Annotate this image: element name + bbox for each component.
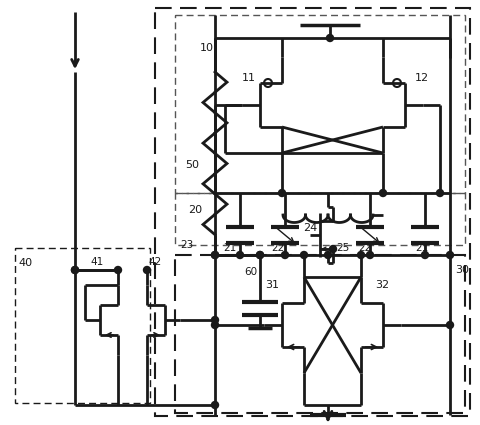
Circle shape — [446, 252, 454, 258]
Circle shape — [256, 252, 264, 258]
Text: 31: 31 — [265, 280, 279, 290]
Text: 22: 22 — [359, 243, 372, 253]
Text: 21: 21 — [223, 243, 237, 253]
Circle shape — [115, 266, 121, 274]
Circle shape — [380, 190, 386, 196]
Circle shape — [212, 402, 218, 408]
Circle shape — [72, 266, 79, 274]
Text: 41: 41 — [90, 257, 103, 267]
Text: 21: 21 — [415, 243, 429, 253]
Circle shape — [446, 321, 454, 329]
Text: 12: 12 — [415, 73, 429, 83]
Circle shape — [212, 252, 218, 258]
Circle shape — [212, 252, 218, 258]
Text: 42: 42 — [148, 257, 161, 267]
Circle shape — [326, 34, 334, 42]
Bar — [175, 193, 465, 245]
Circle shape — [324, 252, 332, 258]
Text: 25: 25 — [336, 243, 349, 253]
Text: 24: 24 — [303, 223, 317, 233]
Text: 22: 22 — [271, 243, 285, 253]
Circle shape — [212, 321, 218, 329]
Circle shape — [278, 190, 286, 196]
Bar — [155, 8, 470, 416]
Text: 50: 50 — [185, 160, 199, 170]
Circle shape — [212, 317, 218, 323]
Circle shape — [281, 252, 288, 258]
Circle shape — [256, 252, 264, 258]
Circle shape — [358, 252, 364, 258]
Circle shape — [144, 266, 151, 274]
Text: 40: 40 — [18, 258, 32, 268]
Circle shape — [72, 266, 79, 274]
Circle shape — [237, 252, 243, 258]
Circle shape — [421, 252, 429, 258]
Text: 10: 10 — [200, 43, 214, 53]
Bar — [175, 255, 465, 413]
Bar — [175, 15, 465, 193]
Bar — [15, 248, 150, 403]
Circle shape — [367, 252, 373, 258]
Text: 20: 20 — [188, 205, 202, 215]
Circle shape — [300, 252, 308, 258]
Text: 32: 32 — [375, 280, 389, 290]
Circle shape — [436, 190, 444, 196]
Text: 23: 23 — [180, 240, 193, 250]
Text: 60: 60 — [244, 267, 257, 277]
Text: 30: 30 — [455, 265, 469, 275]
Text: 11: 11 — [242, 73, 256, 83]
Circle shape — [329, 246, 336, 252]
